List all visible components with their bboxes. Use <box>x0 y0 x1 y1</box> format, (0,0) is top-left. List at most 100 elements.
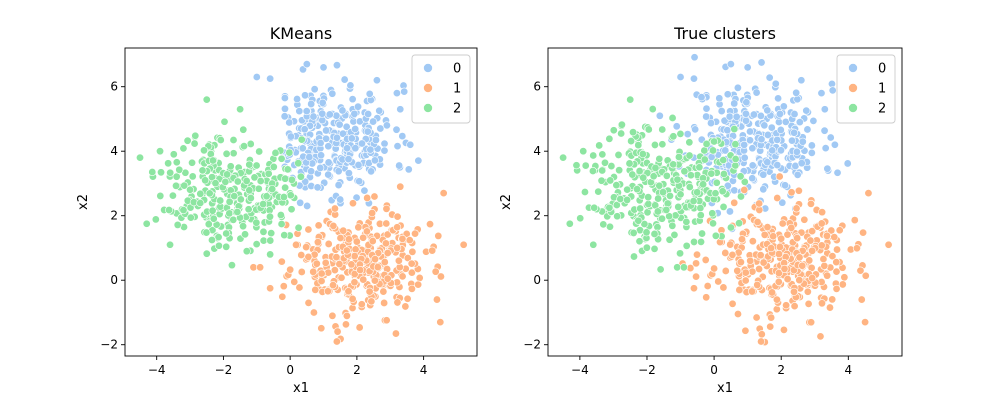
point-cluster-0 <box>300 125 309 134</box>
point-cluster-0 <box>733 83 742 92</box>
point-cluster-2 <box>259 200 268 209</box>
point-cluster-2 <box>183 136 192 145</box>
point-cluster-1 <box>783 230 792 239</box>
point-cluster-1 <box>710 264 719 273</box>
axes-frame <box>124 47 478 357</box>
point-cluster-2 <box>220 117 229 126</box>
point-cluster-2 <box>208 206 217 215</box>
point-cluster-1 <box>398 234 407 243</box>
point-cluster-1 <box>434 231 443 240</box>
point-cluster-0 <box>790 128 799 137</box>
point-cluster-1 <box>775 242 784 251</box>
point-cluster-0 <box>821 144 830 153</box>
x-tick-label: −4 <box>148 363 166 377</box>
y-tick-label: 0 <box>533 273 541 287</box>
point-cluster-2 <box>255 147 264 156</box>
point-cluster-0 <box>790 110 799 119</box>
point-cluster-0 <box>759 185 768 194</box>
point-cluster-1 <box>383 230 392 239</box>
point-cluster-2 <box>696 204 705 213</box>
point-cluster-2 <box>615 166 624 175</box>
point-cluster-1 <box>787 188 796 197</box>
point-cluster-1 <box>383 274 392 283</box>
point-cluster-2 <box>287 205 296 214</box>
point-cluster-1 <box>728 299 737 308</box>
point-cluster-2 <box>191 131 200 140</box>
point-cluster-1 <box>884 240 893 249</box>
legend-box <box>836 54 896 124</box>
point-cluster-1 <box>297 251 306 260</box>
point-cluster-2 <box>264 169 273 178</box>
point-cluster-2 <box>736 192 745 201</box>
point-cluster-2 <box>576 214 585 223</box>
point-cluster-2 <box>175 165 184 174</box>
point-cluster-0 <box>365 89 374 98</box>
point-cluster-1 <box>342 246 351 255</box>
point-cluster-1 <box>693 250 702 259</box>
point-cluster-0 <box>332 133 341 142</box>
point-cluster-2 <box>225 209 234 218</box>
point-cluster-0 <box>322 126 331 135</box>
point-cluster-2 <box>207 236 216 245</box>
point-cluster-2 <box>245 186 254 195</box>
point-cluster-0 <box>293 95 302 104</box>
point-cluster-0 <box>309 112 318 121</box>
point-cluster-2 <box>674 153 683 162</box>
point-cluster-2 <box>269 162 278 171</box>
chart-title: True clusters <box>673 24 776 43</box>
point-cluster-2 <box>697 237 706 246</box>
point-cluster-1 <box>367 297 376 306</box>
point-cluster-1 <box>362 227 371 236</box>
point-cluster-1 <box>701 255 710 264</box>
point-cluster-2 <box>673 175 682 184</box>
x-tick-label: 4 <box>420 363 428 377</box>
point-cluster-0 <box>776 125 785 134</box>
point-cluster-0 <box>759 170 768 179</box>
point-cluster-1 <box>721 266 730 275</box>
point-cluster-1 <box>792 204 801 213</box>
point-cluster-2 <box>668 113 677 122</box>
point-cluster-2 <box>281 174 290 183</box>
point-cluster-1 <box>330 266 339 275</box>
point-cluster-2 <box>245 160 254 169</box>
point-cluster-1 <box>741 326 750 335</box>
point-cluster-2 <box>612 181 621 190</box>
legend-label-2: 2 <box>878 102 886 117</box>
point-cluster-0 <box>797 76 806 85</box>
point-cluster-1 <box>798 261 807 270</box>
point-cluster-1 <box>748 237 757 246</box>
point-cluster-1 <box>459 240 468 249</box>
point-cluster-1 <box>789 287 798 296</box>
point-cluster-2 <box>256 176 265 185</box>
point-cluster-1 <box>365 287 374 296</box>
point-cluster-2 <box>709 146 718 155</box>
point-cluster-1 <box>755 199 764 208</box>
point-cluster-0 <box>807 148 816 157</box>
point-cluster-2 <box>589 151 598 160</box>
point-cluster-1 <box>741 276 750 285</box>
x-tick-label: −2 <box>638 363 656 377</box>
point-cluster-1 <box>396 182 405 191</box>
point-cluster-2 <box>686 171 695 180</box>
point-cluster-0 <box>339 129 348 138</box>
point-cluster-0 <box>774 94 783 103</box>
point-cluster-0 <box>346 81 355 90</box>
point-cluster-1 <box>726 240 735 249</box>
point-cluster-0 <box>316 139 325 148</box>
point-cluster-2 <box>700 155 709 164</box>
point-cluster-1 <box>702 293 711 302</box>
legend-marker-0 <box>423 63 433 73</box>
point-cluster-2 <box>719 156 728 165</box>
point-cluster-1 <box>379 287 388 296</box>
x-tick-label: 2 <box>353 363 361 377</box>
point-cluster-2 <box>658 125 667 134</box>
point-cluster-2 <box>201 176 210 185</box>
point-cluster-0 <box>334 181 343 190</box>
point-cluster-0 <box>351 144 360 153</box>
point-cluster-2 <box>711 231 720 240</box>
x-axis-label: x1 <box>293 381 309 396</box>
point-cluster-1 <box>759 258 768 267</box>
point-cluster-0 <box>706 119 715 128</box>
point-cluster-2 <box>711 189 720 198</box>
point-cluster-2 <box>627 137 636 146</box>
